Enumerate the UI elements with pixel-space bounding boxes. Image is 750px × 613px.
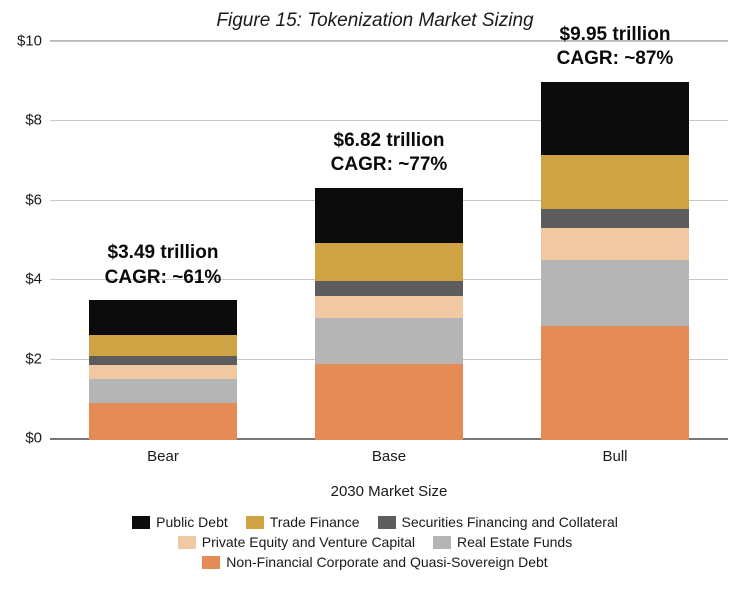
legend-swatch <box>132 516 150 529</box>
bar-segment-non-financial-corp <box>89 403 237 440</box>
bar-segment-securities-financing <box>541 209 689 228</box>
legend-item-non-financial-corp: Non-Financial Corporate and Quasi-Sovere… <box>202 554 547 570</box>
x-tick-label: Base <box>315 448 463 465</box>
bar-segment-trade-finance <box>541 155 689 209</box>
bar-segment-real-estate <box>541 260 689 326</box>
bar-segment-real-estate <box>315 318 463 364</box>
stacked-bar <box>89 300 237 440</box>
legend-item-private-equity: Private Equity and Venture Capital <box>178 534 415 550</box>
chart-plot-area: $0$2$4$6$8$10 $3.49 trillionCAGR: ~61%$6… <box>50 40 728 440</box>
stacked-bar <box>541 82 689 440</box>
bar-segment-securities-financing <box>315 281 463 296</box>
legend-label: Public Debt <box>156 514 228 530</box>
legend-label: Securities Financing and Collateral <box>402 514 618 530</box>
bar-segment-private-equity <box>89 365 237 379</box>
legend-label: Trade Finance <box>270 514 360 530</box>
legend-swatch <box>202 556 220 569</box>
y-tick-label: $4 <box>25 271 50 288</box>
bar-column-base: $6.82 trillionCAGR: ~77% <box>315 188 463 440</box>
legend-label: Real Estate Funds <box>457 534 572 550</box>
legend-label: Non-Financial Corporate and Quasi-Sovere… <box>226 554 547 570</box>
annotation-total: $6.82 trillion <box>331 129 448 154</box>
y-tick-label: $8 <box>25 112 50 129</box>
y-tick-label: $0 <box>25 430 50 447</box>
x-axis-labels: Bear Base Bull <box>50 440 728 465</box>
y-tick-label: $2 <box>25 350 50 367</box>
bar-segment-public-debt <box>541 82 689 155</box>
bar-segment-real-estate <box>89 379 237 403</box>
bar-segment-non-financial-corp <box>315 364 463 440</box>
x-tick-label: Bear <box>89 448 237 465</box>
stacked-bar <box>315 188 463 440</box>
bar-column-bull: $9.95 trillionCAGR: ~87% <box>541 82 689 440</box>
legend: Public Debt Trade Finance Securities Finan… <box>24 514 726 570</box>
bar-segment-public-debt <box>315 188 463 243</box>
legend-swatch <box>178 536 196 549</box>
y-tick-label: $10 <box>17 33 50 50</box>
bar-annotation: $6.82 trillionCAGR: ~77% <box>331 129 448 188</box>
annotation-total: $9.95 trillion <box>557 23 674 48</box>
legend-item-trade-finance: Trade Finance <box>246 514 360 530</box>
bar-segment-private-equity <box>541 228 689 260</box>
y-tick-label: $6 <box>25 191 50 208</box>
annotation-cagr: CAGR: ~87% <box>557 47 674 72</box>
bar-segment-trade-finance <box>89 335 237 356</box>
legend-swatch <box>246 516 264 529</box>
bar-segment-securities-financing <box>89 356 237 365</box>
legend-swatch <box>433 536 451 549</box>
annotation-cagr: CAGR: ~61% <box>105 266 222 291</box>
legend-item-securities-financing: Securities Financing and Collateral <box>378 514 618 530</box>
bar-column-bear: $3.49 trillionCAGR: ~61% <box>89 300 237 440</box>
legend-item-public-debt: Public Debt <box>132 514 228 530</box>
bar-annotation: $9.95 trillionCAGR: ~87% <box>557 23 674 82</box>
bar-annotation: $3.49 trillionCAGR: ~61% <box>105 241 222 300</box>
bar-segment-public-debt <box>89 300 237 335</box>
x-axis-title: 2030 Market Size <box>50 465 728 500</box>
legend-label: Private Equity and Venture Capital <box>202 534 415 550</box>
annotation-cagr: CAGR: ~77% <box>331 153 448 178</box>
legend-swatch <box>378 516 396 529</box>
bar-segment-trade-finance <box>315 243 463 281</box>
bar-segment-non-financial-corp <box>541 326 689 440</box>
annotation-total: $3.49 trillion <box>105 241 222 266</box>
legend-item-real-estate: Real Estate Funds <box>433 534 572 550</box>
bar-segment-private-equity <box>315 296 463 318</box>
x-tick-label: Bull <box>541 448 689 465</box>
